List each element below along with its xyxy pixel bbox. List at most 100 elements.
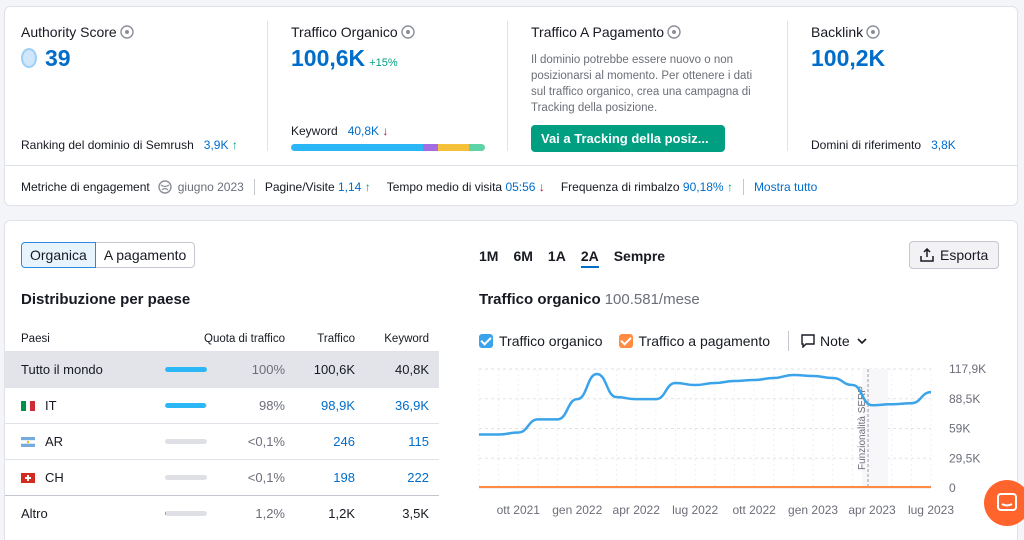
traffic-value[interactable]: 198 [333, 470, 355, 485]
avg-visit-time-label: Tempo medio di visita [386, 180, 503, 194]
y-tick-label: 29,5K [949, 451, 980, 465]
share-bar [165, 475, 207, 480]
keyword-value[interactable]: 115 [408, 434, 429, 449]
trend-down-icon: ↓ [382, 124, 389, 138]
organic-traffic-chart[interactable]: 117,9K 88,5K 59K 29,5K 0 Funzionalità SERP ott… [475, 361, 1015, 521]
position-tracking-button[interactable]: Vai a Tracking della posiz... [531, 125, 725, 152]
traffic-value: 1,2K [328, 506, 355, 521]
keyword-label: Keyword [291, 124, 338, 138]
divider [788, 331, 790, 351]
chart-subtitle: 100.581/mese [604, 291, 700, 308]
pages-per-visit-value: 1,14 [338, 180, 362, 194]
period-6m[interactable]: 6M [513, 248, 533, 264]
keyword-value[interactable]: 222 [407, 470, 429, 485]
period-all[interactable]: Sempre [613, 248, 666, 264]
avg-visit-time-value: 05:56 [505, 180, 536, 194]
info-icon[interactable] [866, 25, 880, 39]
organic-traffic-value[interactable]: 100,6K [291, 45, 366, 71]
paid-traffic-block: Traffico A Pagamento Il dominio potrebbe… [515, 7, 785, 165]
info-icon[interactable] [667, 25, 681, 39]
chat-icon [997, 493, 1017, 511]
traffic-distribution-card: Organica A pagamento Distribuzione per p… [4, 220, 1018, 540]
engagement-metrics-row: Metriche di engagement giugno 2023 Pagin… [21, 179, 817, 195]
organic-traffic-delta: +15% [369, 57, 398, 69]
authority-score-title: Authority Score [21, 24, 117, 40]
trend-down-icon: ↓ [538, 180, 545, 194]
header-traffic[interactable]: Traffico [317, 333, 355, 345]
note-icon [801, 334, 815, 348]
country-name: Tutto il mondo [21, 362, 103, 377]
legend-organic-label: Traffico organico [499, 333, 603, 349]
period-1m[interactable]: 1M [479, 248, 499, 264]
share-value: 1,2% [255, 506, 285, 521]
keyword-value: 3,5K [402, 506, 429, 521]
referring-domains-label: Domini di riferimento [811, 138, 922, 152]
y-tick-label: 59K [949, 422, 970, 436]
ranking-value[interactable]: 3,9K [203, 138, 229, 152]
x-tick-label: gen 2022 [552, 503, 602, 517]
checkbox-icon [618, 334, 633, 348]
show-all-link[interactable]: Mostra tutto [753, 180, 818, 194]
authority-score-value[interactable]: 39 [45, 45, 71, 71]
divider [253, 179, 255, 195]
table-header: Paesi Quota di traffico Traffico Keyword [5, 327, 439, 351]
traffic-value[interactable]: 98,9K [321, 398, 355, 413]
annotation-band [862, 369, 889, 488]
traffic-value[interactable]: 246 [333, 434, 355, 449]
table-row[interactable]: IT 98% 98,9K 36,9K [5, 387, 439, 423]
pages-per-visit-label: Pagine/Visite [264, 180, 335, 194]
table-row[interactable]: Altro 1,2% 1,2K 3,5K [5, 495, 439, 531]
country-name: IT [45, 398, 57, 413]
trend-up-icon: ↑ [364, 180, 371, 194]
table-row[interactable]: Tutto il mondo 100% 100,6K 40,8K [5, 351, 439, 387]
keyword-distribution-bar [291, 144, 485, 151]
table-row[interactable]: CH <0,1% 198 222 [5, 459, 439, 495]
share-bar [165, 367, 207, 372]
share-bar [165, 511, 207, 516]
table-row[interactable]: AR <0,1% 246 115 [5, 423, 439, 459]
bounce-rate-label: Frequenza di rimbalzo [560, 180, 680, 194]
export-button[interactable]: Esporta [909, 241, 999, 269]
x-tick-label: apr 2022 [613, 503, 661, 517]
organic-traffic-block: Traffico Organico 100,6K +15% Keyword 40,… [275, 7, 507, 165]
y-tick-label: 88,5K [949, 392, 980, 406]
country-name: AR [45, 434, 64, 449]
italy-flag-icon [21, 400, 35, 411]
x-tick-label: lug 2023 [908, 503, 954, 517]
backlink-value[interactable]: 100,2K [811, 45, 886, 71]
authority-score-block: Authority Score 39 Ranking del dominio d… [5, 7, 267, 165]
authority-shield-icon [21, 48, 37, 68]
keyword-value: 40,8K [395, 362, 429, 377]
keyword-value[interactable]: 40,8K [347, 124, 380, 138]
chat-support-button[interactable] [984, 480, 1024, 526]
domain-overview-card: Authority Score 39 Ranking del dominio d… [4, 6, 1018, 206]
annotation-label: Funzionalità SERP [857, 386, 868, 470]
y-tick-label: 117,9K [949, 362, 986, 376]
trend-up-icon: ↑ [231, 138, 238, 152]
referring-domains-value[interactable]: 3,8K [931, 138, 956, 152]
header-share[interactable]: Quota di traffico [204, 333, 285, 345]
notes-dropdown[interactable]: Note [801, 333, 868, 349]
tab-paid[interactable]: A pagamento [95, 242, 196, 268]
legend-organic[interactable]: Traffico organico [479, 333, 603, 349]
country-name: Altro [21, 506, 48, 521]
tab-organic[interactable]: Organica [21, 242, 96, 268]
info-icon[interactable] [120, 25, 134, 39]
divider [507, 21, 508, 151]
x-tick-label: ott 2021 [497, 503, 541, 517]
legend-paid-label: Traffico a pagamento [638, 333, 771, 349]
period-2a[interactable]: 2A [580, 248, 599, 268]
export-label: Esporta [940, 247, 989, 263]
keyword-value[interactable]: 36,9K [395, 398, 429, 413]
ranking-label: Ranking del dominio di Semrush [21, 138, 194, 152]
header-keyword[interactable]: Keyword [384, 333, 429, 345]
export-icon [920, 247, 934, 262]
period-selector: 1M 6M 1A 2A Sempre [479, 248, 680, 268]
engagement-date: giugno 2023 [177, 180, 244, 194]
info-icon[interactable] [400, 25, 415, 39]
paid-traffic-message: Il dominio potrebbe essere nuovo o non p… [531, 54, 753, 114]
period-1a[interactable]: 1A [547, 248, 566, 264]
divider [5, 165, 1017, 166]
legend-paid[interactable]: Traffico a pagamento [618, 333, 771, 349]
traffic-value: 100,6K [313, 362, 355, 377]
